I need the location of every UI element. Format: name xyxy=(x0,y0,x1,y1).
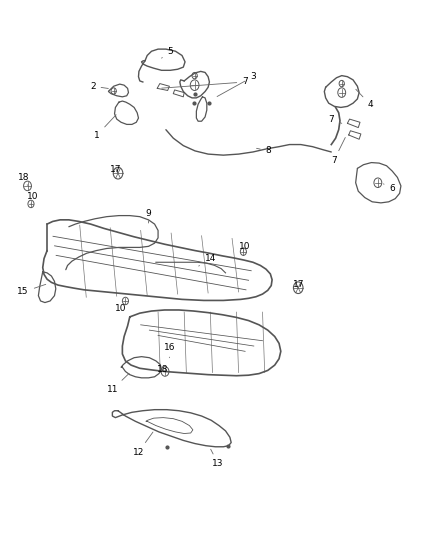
Text: 3: 3 xyxy=(217,72,256,96)
Text: 10: 10 xyxy=(239,242,250,252)
Text: 9: 9 xyxy=(145,209,152,223)
Text: 8: 8 xyxy=(257,147,272,156)
Text: 7: 7 xyxy=(162,77,248,88)
Text: 4: 4 xyxy=(356,90,373,109)
Text: 5: 5 xyxy=(162,47,173,58)
Text: 16: 16 xyxy=(164,343,175,358)
Text: 7: 7 xyxy=(331,138,345,165)
Text: 12: 12 xyxy=(133,432,153,457)
Text: 10: 10 xyxy=(115,301,127,313)
Text: 17: 17 xyxy=(293,280,304,289)
Text: 1: 1 xyxy=(94,115,116,140)
Text: 2: 2 xyxy=(90,82,108,91)
Text: 15: 15 xyxy=(18,284,46,296)
Text: 6: 6 xyxy=(383,183,395,192)
Text: 10: 10 xyxy=(27,192,39,204)
Text: 11: 11 xyxy=(106,374,129,394)
Text: 18: 18 xyxy=(157,365,168,374)
Text: 18: 18 xyxy=(18,173,30,185)
Text: 7: 7 xyxy=(328,115,342,124)
Text: 13: 13 xyxy=(211,449,224,469)
Text: 17: 17 xyxy=(110,166,121,174)
Text: 14: 14 xyxy=(199,254,216,266)
